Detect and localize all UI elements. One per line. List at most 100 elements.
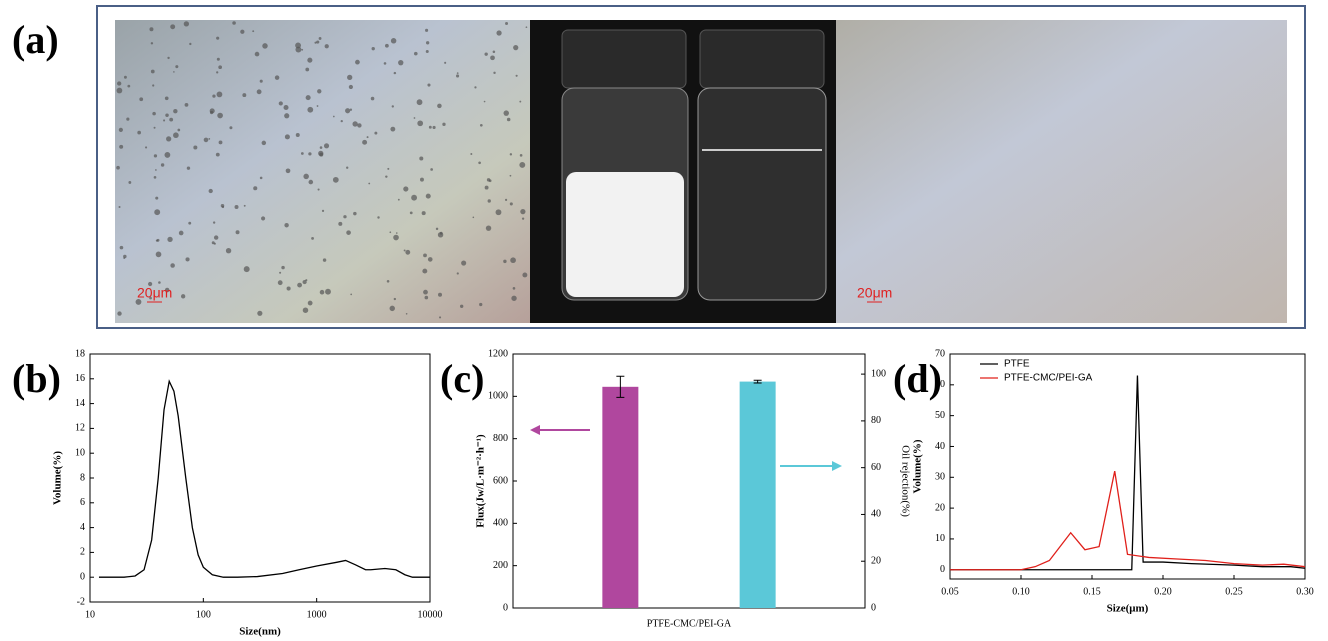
droplet — [119, 145, 123, 149]
droplet — [457, 72, 459, 74]
droplet — [317, 89, 321, 93]
droplet — [422, 269, 427, 274]
droplet — [368, 183, 370, 185]
droplet — [362, 140, 367, 145]
droplet — [426, 194, 431, 199]
droplet — [510, 153, 512, 155]
droplet — [301, 49, 303, 51]
droplet — [301, 152, 304, 155]
y-tick-label: 0 — [940, 564, 945, 575]
droplet — [377, 216, 379, 218]
droplet — [510, 202, 513, 205]
y-tick-label: 1000 — [488, 391, 508, 402]
droplet — [305, 279, 307, 281]
droplet — [439, 316, 441, 318]
y2-tick-label: 40 — [871, 509, 881, 520]
droplet — [345, 108, 350, 113]
droplet — [343, 215, 346, 218]
scale-bar-label: 20μm — [137, 285, 172, 301]
droplet — [520, 154, 523, 157]
droplet — [319, 37, 322, 40]
droplet — [353, 212, 356, 215]
droplet — [385, 175, 387, 177]
droplet — [151, 70, 155, 74]
droplet — [128, 181, 131, 184]
figure: (a) 20μm 20μm (b)-2024681012141618Volume… — [0, 0, 1328, 641]
droplet — [217, 113, 223, 119]
droplet — [478, 161, 481, 164]
droplet — [124, 76, 127, 79]
droplet — [422, 211, 426, 215]
y-tick-label: 2 — [80, 547, 85, 558]
droplet — [161, 163, 164, 166]
droplet — [217, 58, 220, 61]
droplet — [427, 83, 430, 86]
droplet — [209, 189, 213, 193]
x-tick-label: 0.10 — [1012, 586, 1030, 597]
x-tick-label: PTFE-CMC/PEI-GA — [647, 618, 732, 629]
droplet — [226, 248, 231, 253]
droplet — [306, 95, 311, 100]
droplet — [436, 228, 438, 230]
droplet — [275, 75, 279, 79]
droplet — [426, 50, 429, 53]
droplet — [210, 111, 213, 114]
droplet — [484, 52, 487, 55]
droplet — [333, 177, 339, 183]
droplet — [118, 206, 120, 208]
droplet — [371, 97, 375, 101]
droplet — [307, 58, 312, 63]
droplet — [165, 114, 168, 117]
droplet — [152, 112, 156, 116]
error-bar — [754, 380, 762, 383]
droplet — [490, 55, 495, 60]
droplet — [389, 231, 391, 233]
arrow — [530, 425, 842, 471]
droplet — [406, 313, 408, 315]
y-tick-label: 60 — [935, 379, 945, 390]
droplet — [457, 272, 459, 274]
droplet — [158, 281, 161, 284]
droplet — [149, 27, 153, 31]
droplet — [426, 41, 429, 44]
droplet — [217, 92, 223, 98]
droplet — [170, 24, 175, 29]
droplet — [341, 120, 343, 122]
droplet — [390, 127, 395, 132]
droplet — [387, 280, 390, 283]
droplet — [187, 166, 190, 169]
droplet — [165, 96, 169, 100]
droplet — [303, 174, 309, 180]
bar — [740, 382, 776, 608]
droplet — [456, 74, 459, 77]
droplet — [117, 81, 121, 85]
droplet — [278, 280, 283, 285]
droplet — [318, 189, 320, 191]
droplet — [218, 65, 222, 69]
droplet — [179, 231, 184, 236]
droplet — [127, 85, 130, 88]
y-tick-label: 10 — [935, 533, 945, 544]
droplet — [260, 177, 263, 180]
y-axis-label: Flux(Jw/L·m⁻²·h⁻¹) — [475, 434, 487, 528]
droplet — [314, 42, 316, 44]
droplet — [367, 136, 369, 138]
droplet — [510, 257, 516, 263]
droplet — [242, 93, 246, 97]
droplet — [320, 146, 323, 149]
y-axis-label: Volume(%) — [52, 451, 64, 505]
droplet — [281, 266, 284, 269]
droplet — [519, 162, 525, 168]
droplet — [212, 95, 215, 98]
droplet — [423, 290, 428, 295]
y-tick-label: 14 — [75, 398, 85, 409]
droplet — [257, 311, 262, 316]
droplet — [308, 152, 311, 155]
droplet — [461, 260, 466, 265]
droplet — [346, 230, 351, 235]
droplet — [404, 249, 406, 251]
droplet — [507, 118, 511, 122]
droplet — [295, 42, 301, 48]
droplet — [520, 209, 525, 214]
droplet — [117, 311, 121, 315]
